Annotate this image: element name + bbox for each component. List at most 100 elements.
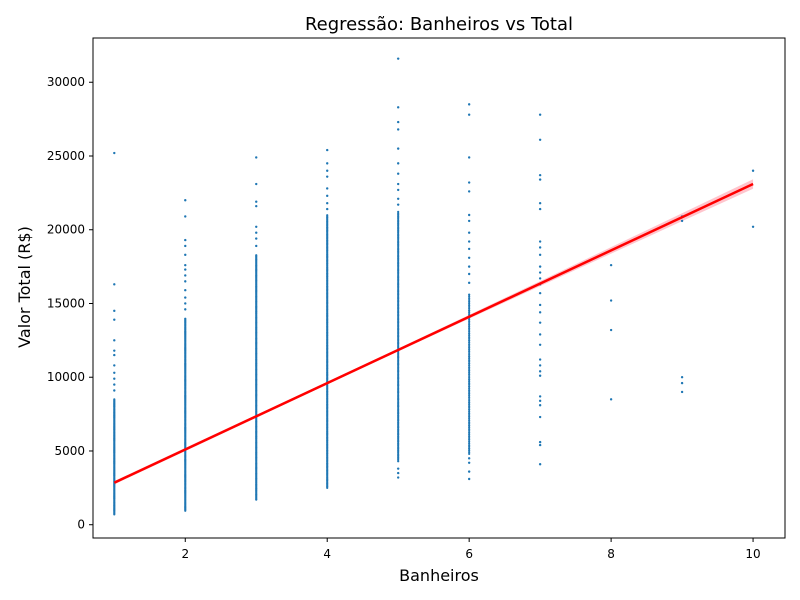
data-point [113,364,116,367]
data-point [751,169,755,172]
data-point [468,350,471,353]
data-point [538,178,542,181]
data-point [468,436,471,440]
data-point [468,330,471,333]
data-point [396,57,400,60]
data-point [468,297,471,300]
data-point [538,399,542,403]
data-point [468,367,471,371]
y-tick-label: 0 [77,518,85,532]
data-point [396,203,400,206]
data-point [468,359,471,362]
x-tick-label: 2 [181,547,189,561]
data-point [468,364,471,367]
data-point [468,435,471,438]
data-point [326,214,329,217]
data-point [468,443,471,447]
data-point [468,295,471,298]
data-point [255,244,258,248]
data-point [538,271,542,274]
data-point [184,263,187,267]
data-point [468,397,471,401]
data-point [467,231,471,234]
data-point [326,187,329,190]
data-point [467,457,471,460]
data-point [468,452,471,456]
data-point [468,344,471,348]
data-point [326,194,329,198]
data-point [467,156,471,159]
data-point [538,321,542,324]
x-axis: 2 4 6 8 10 [181,538,761,561]
data-point [538,358,542,361]
x-tick-label: 10 [745,547,760,561]
data-point [468,304,471,307]
data-point [184,238,187,242]
data-point [468,440,471,443]
data-point [468,332,471,335]
data-point [468,383,471,387]
data-point [468,327,471,330]
data-point [468,357,471,360]
data-point [468,323,471,326]
data-point [538,246,542,249]
data-point [396,106,400,109]
data-point [184,244,187,248]
data-point [255,237,258,240]
data-point [184,317,187,320]
data-point [468,305,471,309]
data-point [468,321,471,325]
data-point [326,148,329,152]
data-point [113,377,116,380]
data-point [468,403,471,406]
data-point [468,401,471,404]
data-point [468,420,471,424]
data-point [468,442,471,445]
data-point [468,341,471,344]
data-point [468,399,471,402]
data-point [255,231,258,234]
data-point [468,426,471,429]
data-point [468,355,471,358]
x-axis-label: Banheiros [399,566,479,585]
data-point [538,138,542,141]
data-point [326,201,329,205]
data-point [468,419,471,422]
data-point [113,389,116,392]
data-point [113,349,116,352]
x-tick-label: 8 [607,547,615,561]
data-point [468,325,471,328]
data-point [184,308,187,311]
data-point [184,268,187,271]
data-point [113,318,116,321]
data-point [468,390,471,394]
data-point [113,283,116,286]
data-point [468,309,471,312]
data-point [538,173,542,177]
data-point [468,320,471,323]
data-point [184,280,187,283]
data-point [468,343,471,346]
data-point [396,188,400,192]
data-point [538,291,542,295]
data-point [468,371,471,374]
data-point [468,351,471,355]
data-point [113,371,116,375]
data-point [184,215,187,218]
data-point [326,162,329,165]
data-point [468,392,471,395]
data-point [467,213,471,217]
data-point [468,337,471,340]
data-point [609,299,613,302]
data-point [467,113,471,116]
data-points-layer [113,57,755,516]
data-point [468,387,471,390]
data-point [538,201,542,205]
data-point [113,383,116,386]
data-point [255,200,258,203]
data-point [468,328,471,332]
data-point [680,219,684,223]
y-tick-label: 10000 [47,370,85,384]
data-point [468,394,471,397]
data-point [326,207,329,211]
